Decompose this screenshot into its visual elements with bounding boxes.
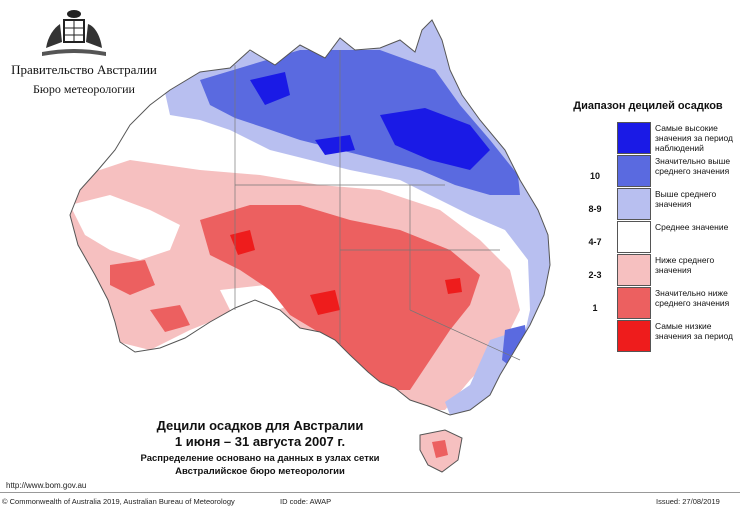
caption-period: 1 июня – 31 августа 2007 г. xyxy=(174,434,346,449)
legend-label: Самые высокие значения за период наблюде… xyxy=(655,123,733,153)
legend-swatch xyxy=(617,188,651,220)
legend-item-very-much-above: Значительно выше среднего значения xyxy=(575,155,735,187)
map-svg xyxy=(69,19,551,473)
legend-label: Значительно выше среднего значения xyxy=(655,156,731,176)
legend-label: Значительно ниже среднего значения xyxy=(655,288,730,308)
legend-code-4-7: 4-7 xyxy=(588,237,602,247)
legend-item-lowest: Самые низкие значения за период xyxy=(575,320,735,352)
issued-date: Issued: 27/08/2019 xyxy=(656,497,720,506)
caption-title: Децили осадков для Австралии xyxy=(156,418,364,433)
id-code: ID code: AWAP xyxy=(280,497,332,506)
map-caption: Децили осадков для Австралии 1 июня – 31… xyxy=(100,418,420,478)
region-average-west xyxy=(70,195,290,315)
legend-item-highest: Самые высокие значения за период наблюде… xyxy=(575,122,735,154)
legend-item-below: Ниже среднего значения xyxy=(575,254,735,286)
legend-label: Ниже среднего значения xyxy=(655,255,715,275)
legend-swatch xyxy=(617,122,651,154)
legend-swatch xyxy=(617,155,651,187)
region-highest-north xyxy=(250,72,490,170)
government-header: Правительство Австралии Бюро метеорологи… xyxy=(0,0,170,110)
legend-label: Выше среднего значения xyxy=(655,189,717,209)
state-borders xyxy=(234,50,521,361)
legend-code-2-3: 2-3 xyxy=(588,270,602,280)
australia-rainfall-map xyxy=(50,10,570,480)
legend-swatch xyxy=(617,221,651,253)
caption-method: Распределение основано на данных в узлах… xyxy=(140,453,380,464)
government-name: Правительство Австралии xyxy=(11,62,157,77)
legend-swatch xyxy=(617,254,651,286)
legend-item-above: Выше среднего значения xyxy=(575,188,735,220)
source-url[interactable]: http://www.bom.gov.au xyxy=(6,481,87,490)
legend-swatch xyxy=(617,287,651,319)
region-very-much-below-central xyxy=(110,205,480,390)
legend-code-8-9: 8-9 xyxy=(588,204,602,214)
legend-label: Самые низкие значения за период xyxy=(655,321,733,341)
footer-divider xyxy=(0,492,740,493)
legend-title: Диапазон децилей осадков xyxy=(573,100,723,112)
mainland-coastline xyxy=(69,19,551,416)
legend-label: Среднее значение xyxy=(655,222,729,232)
legend-item-very-much-below: Значительно ниже среднего значения xyxy=(575,287,735,319)
legend-code-10: 10 xyxy=(589,171,600,181)
legend-item-average: Среднее значение xyxy=(575,221,735,253)
caption-source: Австралийское бюро метеорологии xyxy=(175,466,345,477)
legend-swatch xyxy=(617,320,651,352)
bureau-name: Бюро метеорологии xyxy=(33,82,135,96)
copyright-notice: © Commonwealth of Australia 2019, Austra… xyxy=(2,497,235,506)
coat-of-arms-logo xyxy=(42,10,106,56)
tasmania-central-low xyxy=(432,440,448,458)
legend-code-1: 1 xyxy=(592,303,598,313)
